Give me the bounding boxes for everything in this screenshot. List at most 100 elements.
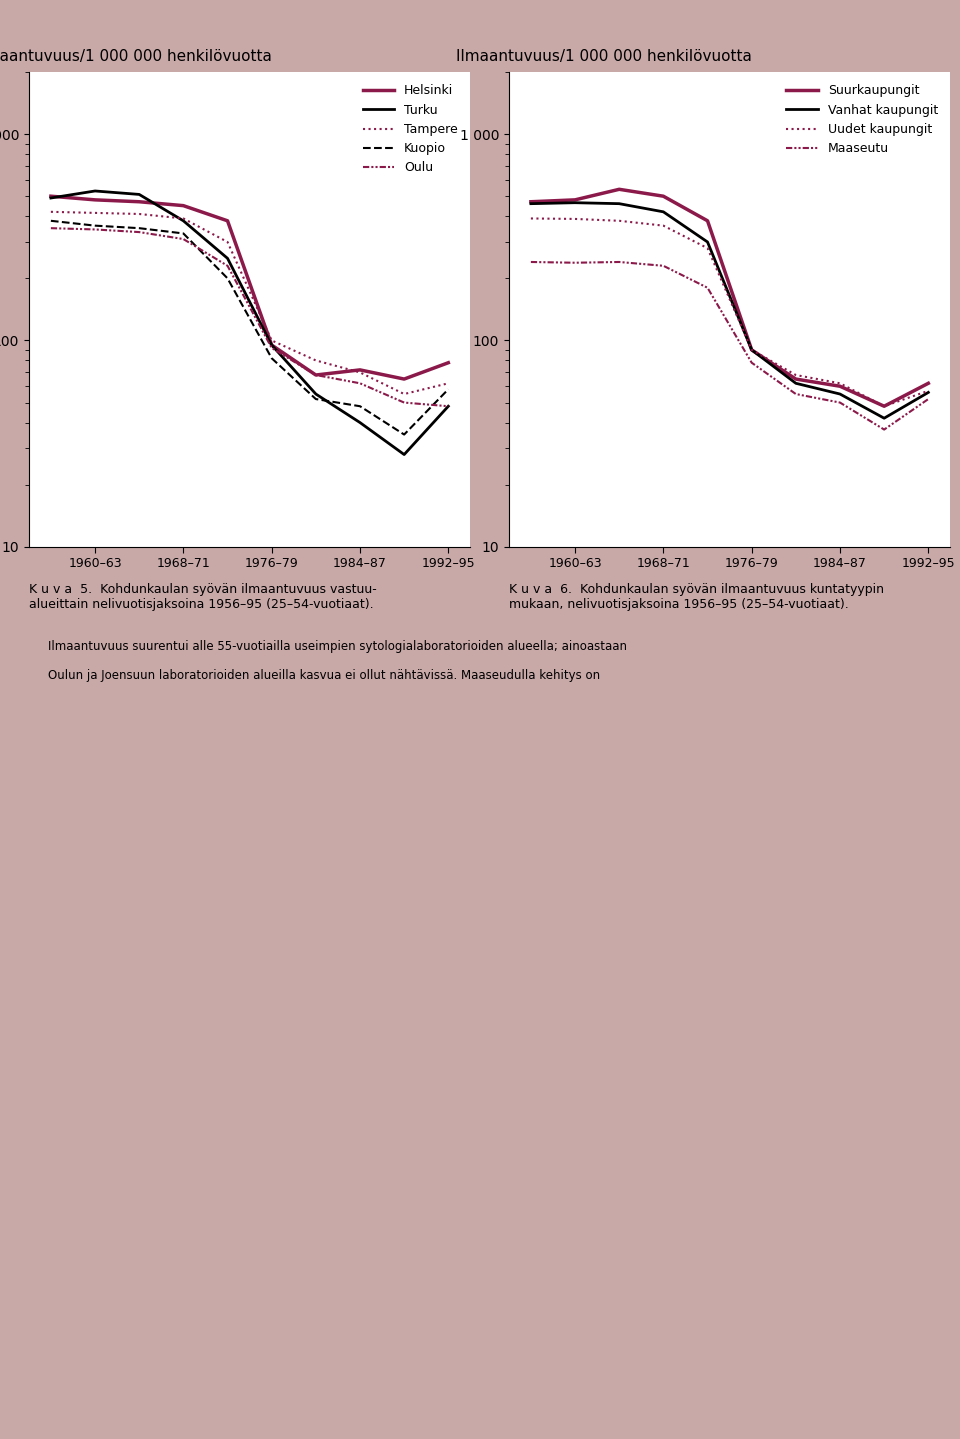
Kuopio [443, 381, 454, 399]
Suurkaupungit [746, 341, 757, 358]
Turku [133, 186, 145, 203]
Helsinki [222, 212, 233, 229]
Maaseutu [834, 394, 846, 412]
Uudet kaupungit [658, 217, 669, 235]
Uudet kaupungit [834, 374, 846, 391]
Turku [222, 250, 233, 268]
Helsinki [178, 197, 189, 214]
Helsinki [443, 354, 454, 371]
Helsinki [45, 187, 57, 204]
Tampere [398, 386, 410, 403]
Text: Ilmaantuvuus suurentui alle 55-vuotiailla useimpien sytologialaboratorioiden alu: Ilmaantuvuus suurentui alle 55-vuotiaill… [48, 640, 627, 653]
Vanhat kaupungit [790, 374, 802, 391]
Tampere [266, 332, 277, 350]
Suurkaupungit [569, 191, 581, 209]
Kuopio [89, 217, 101, 235]
Maaseutu [923, 390, 934, 407]
Kuopio [266, 350, 277, 367]
Maaseutu [525, 253, 537, 271]
Kuopio [45, 212, 57, 229]
Uudet kaupungit [613, 212, 625, 229]
Tampere [354, 364, 366, 381]
Line: Suurkaupungit: Suurkaupungit [531, 190, 928, 406]
Line: Uudet kaupungit: Uudet kaupungit [531, 219, 928, 406]
Tampere [443, 374, 454, 391]
Helsinki [266, 337, 277, 354]
Oulu [178, 230, 189, 248]
Text: Ilmaantuvuus/1 000 000 henkilövuotta: Ilmaantuvuus/1 000 000 henkilövuotta [0, 49, 272, 63]
Oulu [89, 220, 101, 237]
Kuopio [354, 397, 366, 414]
Text: K u v a  5.  Kohdunkaulan syövän ilmaantuvuus vastuu-
alueittain nelivuotisjakso: K u v a 5. Kohdunkaulan syövän ilmaantuv… [29, 583, 376, 610]
Vanhat kaupungit [658, 203, 669, 220]
Tampere [310, 351, 322, 368]
Helsinki [398, 370, 410, 387]
Line: Oulu: Oulu [51, 229, 448, 406]
Turku [266, 337, 277, 354]
Legend: Suurkaupungit, Vanhat kaupungit, Uudet kaupungit, Maaseutu: Suurkaupungit, Vanhat kaupungit, Uudet k… [780, 78, 944, 161]
Text: Ilmaantuvuus/1 000 000 henkilövuotta: Ilmaantuvuus/1 000 000 henkilövuotta [456, 49, 752, 63]
Kuopio [310, 390, 322, 407]
Oulu [398, 394, 410, 412]
Helsinki [89, 191, 101, 209]
Oulu [266, 340, 277, 357]
Uudet kaupungit [702, 239, 713, 256]
Oulu [310, 367, 322, 384]
Suurkaupungit [790, 370, 802, 387]
Turku [178, 212, 189, 229]
Line: Maaseutu: Maaseutu [531, 262, 928, 430]
Kuopio [222, 269, 233, 286]
Turku [310, 386, 322, 403]
Vanhat kaupungit [878, 410, 890, 427]
Oulu [45, 220, 57, 237]
Suurkaupungit [878, 397, 890, 414]
Oulu [222, 258, 233, 275]
Line: Tampere: Tampere [51, 212, 448, 394]
Turku [398, 446, 410, 463]
Tampere [133, 206, 145, 223]
Turku [89, 183, 101, 200]
Uudet kaupungit [746, 341, 757, 358]
Uudet kaupungit [923, 383, 934, 400]
Helsinki [354, 361, 366, 378]
Vanhat kaupungit [746, 341, 757, 358]
Tampere [45, 203, 57, 220]
Maaseutu [790, 386, 802, 403]
Helsinki [133, 193, 145, 210]
Legend: Helsinki, Turku, Tampere, Kuopio, Oulu: Helsinki, Turku, Tampere, Kuopio, Oulu [357, 78, 464, 181]
Oulu [354, 374, 366, 391]
Turku [45, 190, 57, 207]
Kuopio [178, 224, 189, 242]
Uudet kaupungit [878, 397, 890, 414]
Vanhat kaupungit [613, 196, 625, 213]
Tampere [178, 210, 189, 227]
Tampere [222, 233, 233, 250]
Line: Helsinki: Helsinki [51, 196, 448, 378]
Turku [443, 397, 454, 414]
Suurkaupungit [613, 181, 625, 199]
Kuopio [398, 426, 410, 443]
Maaseutu [746, 354, 757, 371]
Suurkaupungit [834, 377, 846, 394]
Line: Turku: Turku [51, 191, 448, 455]
Tampere [89, 204, 101, 222]
Maaseutu [878, 422, 890, 439]
Uudet kaupungit [569, 210, 581, 227]
Vanhat kaupungit [923, 384, 934, 401]
Suurkaupungit [702, 212, 713, 229]
Oulu [133, 223, 145, 240]
Vanhat kaupungit [569, 194, 581, 212]
Vanhat kaupungit [525, 196, 537, 213]
Helsinki [310, 367, 322, 384]
Kuopio [133, 220, 145, 237]
Suurkaupungit [658, 187, 669, 204]
Vanhat kaupungit [834, 386, 846, 403]
Line: Vanhat kaupungit: Vanhat kaupungit [531, 203, 928, 419]
Line: Kuopio: Kuopio [51, 220, 448, 435]
Uudet kaupungit [790, 367, 802, 384]
Maaseutu [613, 253, 625, 271]
Maaseutu [569, 255, 581, 272]
Text: K u v a  6.  Kohdunkaulan syövän ilmaantuvuus kuntatyypin
mukaan, nelivuotisjaks: K u v a 6. Kohdunkaulan syövän ilmaantuv… [509, 583, 884, 610]
Suurkaupungit [923, 374, 934, 391]
Vanhat kaupungit [702, 233, 713, 250]
